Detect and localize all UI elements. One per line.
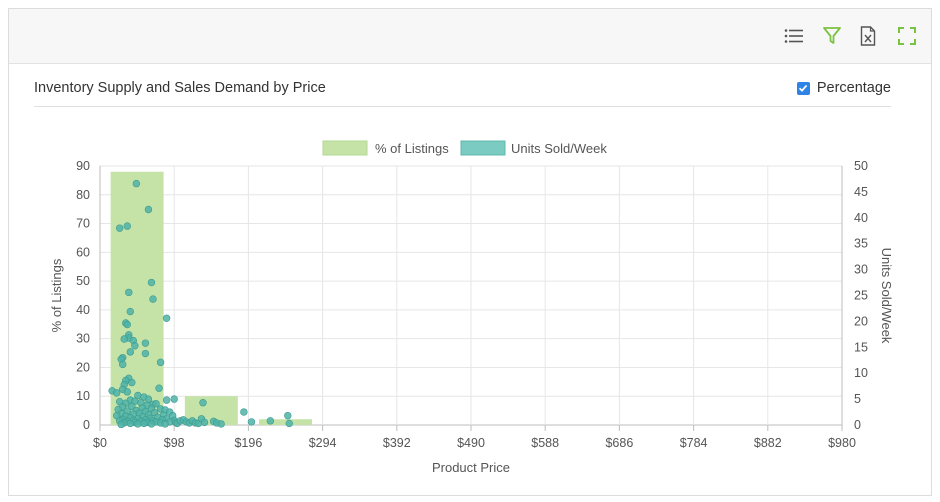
x-tick: $0 [93, 436, 107, 450]
units-sold-point[interactable] [141, 349, 150, 358]
units-sold-point[interactable] [126, 419, 134, 428]
units-sold-point[interactable] [134, 420, 142, 428]
units-sold-point[interactable] [125, 288, 133, 297]
units-sold-point[interactable] [131, 342, 139, 350]
units-sold-point[interactable] [170, 395, 178, 403]
y-tick-right: 35 [854, 237, 868, 251]
y-tick-left: 10 [76, 389, 90, 403]
y-tick-right: 45 [854, 185, 868, 199]
units-sold-point[interactable] [217, 420, 225, 428]
listing-bar[interactable] [259, 419, 312, 425]
y-tick-left: 40 [76, 303, 90, 317]
legend-label-units[interactable]: Units Sold/Week [511, 141, 607, 156]
y-tick-left: 50 [76, 274, 90, 288]
list-icon[interactable] [781, 23, 807, 49]
legend-swatch-units[interactable] [460, 140, 506, 156]
fullscreen-icon[interactable] [894, 23, 920, 49]
y-tick-left: 70 [76, 217, 90, 231]
y-tick-right: 25 [854, 289, 868, 303]
units-sold-point[interactable] [144, 205, 153, 214]
units-sold-point[interactable] [112, 389, 121, 397]
filter-icon[interactable] [819, 23, 845, 49]
units-sold-point[interactable] [147, 278, 156, 287]
chart-axes: 0 10 20 30 40 50 60 70 80 90 0 5 10 15 20 25 30 35 40 45 50 $… [49, 159, 894, 475]
units-sold-points [108, 179, 293, 429]
chart-legend: % of Listings Units Sold/Week [322, 140, 607, 156]
units-sold-point[interactable] [147, 420, 156, 428]
units-sold-point[interactable] [119, 360, 127, 369]
x-axis-label: Product Price [432, 460, 510, 475]
y-tick-right: 40 [854, 211, 868, 225]
units-sold-point[interactable] [126, 348, 134, 356]
y-tick-left: 0 [83, 418, 90, 432]
units-sold-point[interactable] [247, 418, 256, 426]
x-tick: $98 [164, 436, 185, 450]
units-sold-point[interactable] [123, 388, 131, 396]
x-tick: $196 [234, 436, 262, 450]
legend-label-listings[interactable]: % of Listings [375, 141, 449, 156]
y-tick-right: 30 [854, 263, 868, 277]
x-tick: $490 [457, 436, 485, 450]
x-tick: $294 [309, 436, 337, 450]
y-tick-left: 90 [76, 159, 90, 173]
units-sold-point[interactable] [240, 408, 248, 416]
y-tick-right: 0 [854, 418, 861, 432]
x-tick: $784 [680, 436, 708, 450]
units-sold-point[interactable] [199, 399, 207, 407]
x-tick: $588 [531, 436, 559, 450]
y-tick-right: 10 [854, 366, 868, 380]
x-tick: $882 [754, 436, 782, 450]
y-tick-right: 15 [854, 340, 868, 354]
chart-title: Inventory Supply and Sales Demand by Pri… [34, 80, 326, 96]
y-axis-label-right: Units Sold/Week [879, 248, 894, 344]
units-sold-point[interactable] [266, 417, 275, 425]
units-sold-point[interactable] [141, 339, 150, 347]
y-tick-left: 80 [76, 188, 90, 202]
x-tick: $392 [383, 436, 411, 450]
units-sold-point[interactable] [152, 400, 160, 408]
percentage-label: Percentage [816, 80, 891, 96]
x-tick: $686 [605, 436, 633, 450]
units-sold-point[interactable] [149, 295, 157, 303]
units-sold-point[interactable] [155, 384, 163, 392]
units-sold-point[interactable] [156, 358, 165, 367]
y-axis-label-left: % of Listings [49, 258, 64, 332]
chart-grid [99, 165, 843, 431]
listings-bars [110, 171, 312, 425]
legend-swatch-listings[interactable] [322, 140, 368, 156]
units-sold-point[interactable] [140, 419, 148, 428]
y-tick-left: 60 [76, 245, 90, 259]
units-sold-point[interactable] [123, 222, 131, 230]
y-tick-left: 30 [76, 332, 90, 346]
units-sold-point[interactable] [161, 420, 169, 428]
units-sold-point[interactable] [115, 224, 124, 232]
chart-toolbar [9, 9, 931, 64]
x-tick: $980 [828, 436, 856, 450]
units-sold-point[interactable] [120, 335, 128, 343]
chart-header: Inventory Supply and Sales Demand by Pri… [34, 80, 891, 107]
units-sold-point[interactable] [123, 320, 131, 329]
percentage-checkbox[interactable] [796, 81, 810, 95]
y-tick-left: 20 [76, 360, 90, 374]
units-sold-point[interactable] [285, 419, 293, 428]
y-tick-right: 5 [854, 392, 861, 406]
excel-export-icon[interactable] [855, 23, 881, 49]
units-sold-point[interactable] [117, 420, 125, 429]
y-tick-right: 20 [854, 314, 868, 328]
units-sold-point[interactable] [200, 418, 209, 427]
units-sold-point[interactable] [128, 378, 136, 387]
y-tick-right: 50 [854, 159, 868, 173]
units-sold-point[interactable] [128, 402, 136, 411]
units-sold-point[interactable] [162, 396, 171, 404]
units-sold-point[interactable] [126, 307, 134, 316]
units-sold-point[interactable] [284, 411, 292, 420]
units-sold-point[interactable] [132, 179, 141, 188]
percentage-toggle[interactable]: Percentage [796, 80, 891, 96]
units-sold-point[interactable] [162, 314, 171, 322]
